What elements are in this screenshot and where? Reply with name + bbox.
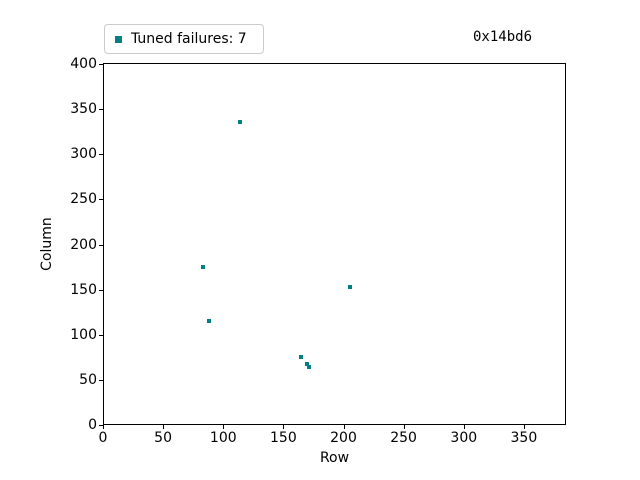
scatter-point [305,361,310,366]
y-axis-label: Column [39,217,55,271]
y-tick-label: 400 [70,55,97,72]
x-tick-mark [103,425,104,429]
scatter-point [206,319,211,324]
x-tick-label: 100 [209,430,237,446]
x-tick-mark [283,425,285,429]
plot-area [103,63,566,425]
scatter-point [200,265,205,269]
plot-title: 0x14bd6 [473,29,533,45]
y-tick-label: 150 [70,281,97,298]
legend: Tuned failures: 7 [104,24,264,54]
y-tick-mark [99,63,103,65]
y-tick-label: 300 [70,146,97,163]
y-tick-mark [99,244,103,246]
scatter-point [238,119,243,124]
x-tick-label: 250 [390,430,417,446]
scatter-point [306,365,311,370]
x-tick-mark [223,425,225,429]
y-tick-mark [99,334,103,336]
x-tick-label: 200 [330,430,357,446]
y-tick-mark [99,109,103,110]
x-axis-label: Row [319,450,350,466]
x-tick-label: 50 [154,430,173,446]
x-tick-label: 350 [510,430,538,446]
y-tick-mark [99,425,103,426]
x-tick-mark [163,425,165,429]
y-tick-mark [99,379,103,381]
x-tick-label: 0 [98,430,108,446]
legend-label: Tuned failures: 7 [131,31,247,47]
x-tick-mark [463,425,465,429]
legend-marker-icon [115,35,122,43]
y-tick-mark [99,289,103,291]
y-tick-label: 200 [70,236,97,253]
y-tick-label: 100 [70,326,97,343]
scatter-point [347,284,352,289]
x-tick-mark [523,425,525,429]
y-tick-label: 0 [88,417,97,433]
x-tick-label: 300 [450,430,478,446]
y-tick-label: 350 [70,101,97,117]
x-tick-label: 150 [270,430,297,446]
x-tick-mark [343,425,345,429]
y-tick-label: 50 [79,371,97,388]
y-tick-label: 250 [70,191,97,208]
scatter-point [299,355,304,360]
y-tick-mark [99,199,103,201]
y-tick-mark [99,154,103,156]
x-tick-mark [403,425,405,429]
